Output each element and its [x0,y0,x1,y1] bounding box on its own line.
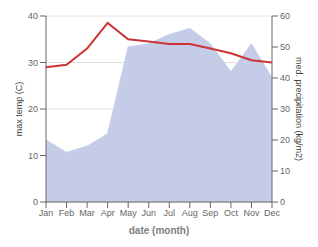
svg-text:Jun: Jun [141,208,156,218]
svg-text:Jan: Jan [39,208,54,218]
svg-text:20: 20 [280,135,290,145]
svg-text:date (month): date (month) [129,225,190,236]
svg-text:30: 30 [280,104,290,114]
svg-text:med. precipitation (kg/m2): med. precipitation (kg/m2) [294,57,304,161]
svg-text:Sep: Sep [202,208,218,218]
svg-text:max temp (C): max temp (C) [14,82,24,137]
svg-text:60: 60 [280,11,290,21]
svg-text:40: 40 [28,11,38,21]
svg-text:Nov: Nov [243,208,260,218]
svg-text:Aug: Aug [182,208,198,218]
svg-text:May: May [120,208,138,218]
svg-text:10: 10 [280,166,290,176]
svg-text:40: 40 [280,73,290,83]
svg-text:Apr: Apr [101,208,115,218]
svg-text:10: 10 [28,151,38,161]
svg-text:50: 50 [280,42,290,52]
svg-text:20: 20 [28,104,38,114]
svg-text:Jul: Jul [164,208,176,218]
svg-text:Dec: Dec [264,208,281,218]
svg-text:Mar: Mar [79,208,95,218]
svg-text:Feb: Feb [59,208,75,218]
svg-text:Oct: Oct [224,208,239,218]
svg-text:30: 30 [28,58,38,68]
svg-text:0: 0 [33,197,38,207]
svg-text:0: 0 [280,197,285,207]
